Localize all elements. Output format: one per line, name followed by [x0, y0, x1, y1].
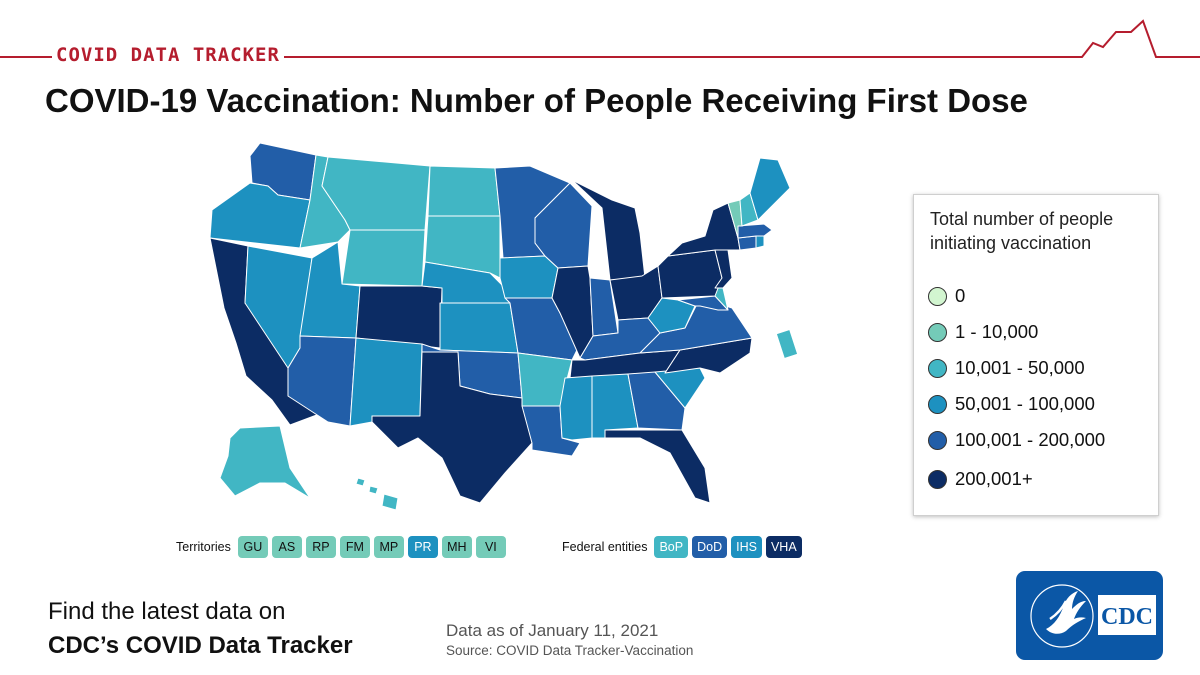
territory-chip[interactable]: FM [339, 536, 370, 558]
find-data-line-2[interactable]: CDC’s COVID Data Tracker [48, 632, 353, 659]
territories-label: Territories [176, 540, 231, 554]
state-nd[interactable] [427, 165, 501, 217]
state-tx[interactable] [371, 351, 533, 504]
cdc-wordmark: CDC [1101, 604, 1153, 630]
legend-swatch [928, 286, 947, 306]
state-dc[interactable] [775, 328, 799, 360]
territory-chip[interactable]: MH [441, 536, 472, 558]
state-ms[interactable] [559, 375, 593, 441]
state-ak[interactable] [219, 425, 311, 499]
page-title: COVID-19 Vaccination: Number of People R… [45, 82, 1028, 119]
state-fl[interactable] [604, 429, 711, 504]
legend-swatch [928, 469, 947, 489]
state-ri[interactable] [755, 235, 765, 249]
us-choropleth-map [209, 142, 799, 511]
legend-item: 50,001 - 100,000 [928, 391, 1095, 417]
federal-chip[interactable]: BoP [654, 536, 689, 558]
state-sd[interactable] [424, 215, 501, 279]
legend-swatch [928, 322, 947, 342]
legend-swatch [928, 358, 947, 378]
legend-item: 0 [928, 283, 965, 309]
territory-chip[interactable]: MP [373, 536, 404, 558]
state-ks[interactable] [439, 302, 519, 354]
state-nm[interactable] [349, 337, 423, 427]
legend-item: 100,001 - 200,000 [928, 427, 1105, 453]
territory-chip[interactable]: VI [475, 536, 506, 558]
tracker-header-line [0, 19, 1200, 58]
territory-chip[interactable]: GU [237, 536, 268, 558]
state-ny[interactable] [667, 202, 741, 257]
tracker-label: COVID DATA TRACKER [52, 44, 284, 66]
data-source: Source: COVID Data Tracker-Vaccination [446, 643, 694, 658]
territory-chip[interactable]: AS [271, 536, 302, 558]
data-as-of: Data as of January 11, 2021 [446, 621, 659, 640]
legend-item: 200,001+ [928, 466, 1033, 492]
legend-title: Total number of people initiating vaccin… [930, 209, 1114, 253]
hhs-seal-ring [1030, 584, 1094, 648]
federal-entities-label: Federal entities [562, 540, 648, 554]
legend-item: 10,001 - 50,000 [928, 355, 1085, 381]
federal-entities-row: Federal entities BoP DoD IHS VHA [562, 535, 806, 559]
state-pa[interactable] [657, 249, 723, 299]
territories-row: Territories GU AS RP FM MP PR MH VI [176, 535, 510, 559]
territory-chip[interactable]: PR [407, 536, 438, 558]
map-legend: Total number of people initiating vaccin… [913, 194, 1159, 516]
state-wy[interactable] [341, 229, 426, 287]
legend-item: 1 - 10,000 [928, 319, 1038, 345]
state-vt[interactable] [727, 199, 743, 239]
legend-swatch [928, 430, 947, 450]
state-hi[interactable] [355, 477, 399, 511]
cdc-logo: CDC [1016, 571, 1163, 660]
cdc-wordmark-box [1098, 595, 1156, 635]
federal-chip[interactable]: DoD [692, 536, 728, 558]
state-mi[interactable] [571, 179, 646, 281]
find-data-line-1: Find the latest data on [48, 598, 286, 625]
legend-swatch [928, 394, 947, 414]
state-me[interactable] [749, 157, 791, 221]
state-ga[interactable] [627, 371, 686, 431]
hhs-eagle-icon [1049, 600, 1072, 627]
state-ia[interactable] [499, 255, 559, 299]
federal-chip[interactable]: IHS [731, 536, 762, 558]
federal-chip[interactable]: VHA [765, 536, 802, 558]
territory-chip[interactable]: RP [305, 536, 336, 558]
